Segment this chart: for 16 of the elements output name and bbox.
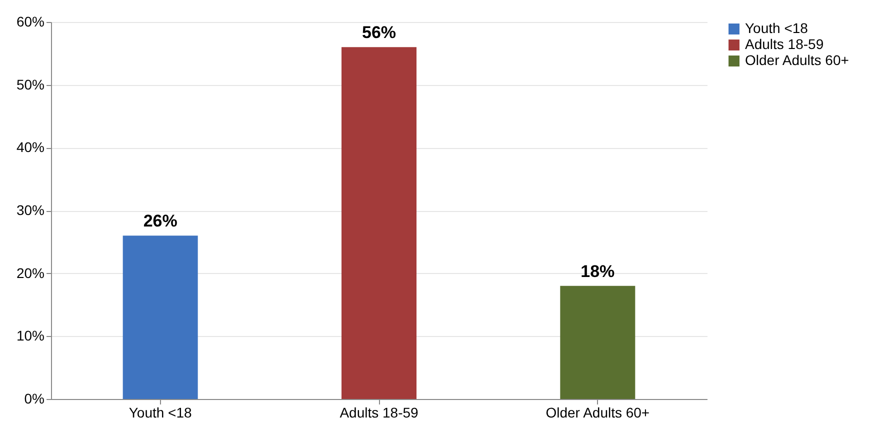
x-tick-label: Older Adults 60+ [546, 404, 650, 420]
legend-label: Youth <18 [745, 20, 808, 36]
legend-label: Adults 18-59 [745, 36, 824, 52]
data-label: 56% [362, 23, 396, 42]
y-tick-label: 0% [24, 390, 44, 406]
data-label: 26% [143, 212, 178, 231]
x-tick-label: Youth <18 [128, 404, 192, 420]
y-tick-label: 50% [16, 76, 44, 92]
y-tick-label: 40% [16, 139, 44, 156]
y-tick-label: 20% [16, 264, 44, 281]
y-tick-label: 30% [16, 202, 44, 218]
legend-label: Older Adults 60+ [745, 52, 849, 68]
y-tick-label: 10% [16, 328, 44, 344]
x-tick-label: Adults 18-59 [340, 404, 419, 420]
y-tick-label: 60% [16, 14, 44, 30]
data-label: 18% [580, 262, 615, 281]
